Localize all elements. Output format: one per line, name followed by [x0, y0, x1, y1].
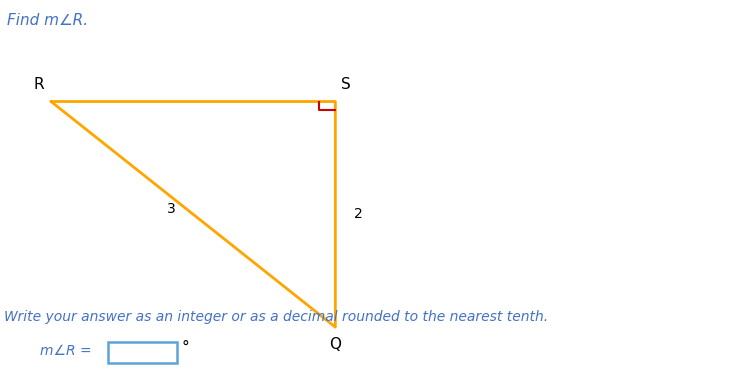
Text: 2: 2 — [354, 207, 362, 221]
Text: Write your answer as an integer or as a decimal rounded to the nearest tenth.: Write your answer as an integer or as a … — [4, 310, 547, 324]
Text: R: R — [33, 77, 44, 92]
Text: m∠R =: m∠R = — [40, 344, 92, 358]
Text: Find m∠R.: Find m∠R. — [7, 13, 88, 28]
Bar — [108, 342, 177, 363]
Text: Q: Q — [330, 337, 341, 352]
Text: °: ° — [182, 340, 190, 355]
Text: 3: 3 — [167, 202, 176, 216]
Text: S: S — [341, 77, 351, 92]
